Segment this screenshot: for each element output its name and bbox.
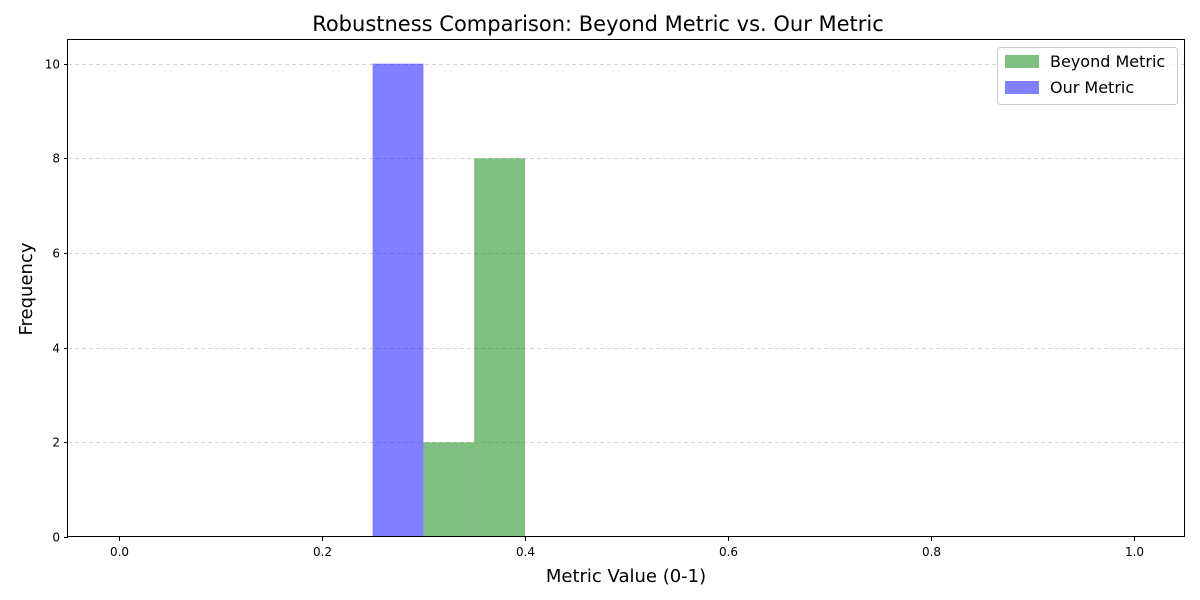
legend-label: Beyond Metric	[1050, 52, 1165, 71]
legend: Beyond Metric Our Metric	[997, 47, 1178, 105]
y-tick-label: 2	[52, 436, 60, 450]
x-tick-label: 0.2	[313, 545, 332, 559]
chart-title: Robustness Comparison: Beyond Metric vs.…	[312, 12, 884, 36]
bar-beyond-metric	[423, 442, 475, 537]
x-tick-label: 0.8	[922, 545, 941, 559]
legend-swatch	[1005, 55, 1039, 68]
x-axis-title: Metric Value (0-1)	[546, 566, 706, 587]
y-tick-label: 6	[52, 247, 60, 261]
x-tick-label: 0.0	[110, 545, 129, 559]
x-axis-ticks: 0.0 0.2 0.4 0.6 0.8 1.0	[110, 537, 1144, 559]
x-tick-label: 1.0	[1125, 545, 1144, 559]
y-tick-label: 10	[45, 58, 60, 72]
y-axis-title: Frequency	[16, 242, 37, 335]
y-axis-ticks: 0 2 4 6 8 10	[45, 58, 68, 545]
grid-lines	[68, 64, 1185, 443]
y-tick-label: 0	[52, 531, 60, 545]
bar-our-metric	[372, 63, 424, 538]
legend-label: Our Metric	[1050, 78, 1134, 97]
x-tick-label: 0.4	[516, 545, 535, 559]
y-tick-label: 4	[52, 342, 60, 356]
legend-box	[997, 47, 1178, 105]
legend-swatch	[1005, 81, 1039, 94]
bar-beyond-metric	[474, 158, 525, 538]
bars	[372, 63, 525, 538]
y-tick-label: 8	[52, 152, 60, 166]
plot-frame	[67, 39, 1185, 537]
x-tick-label: 0.6	[719, 545, 738, 559]
